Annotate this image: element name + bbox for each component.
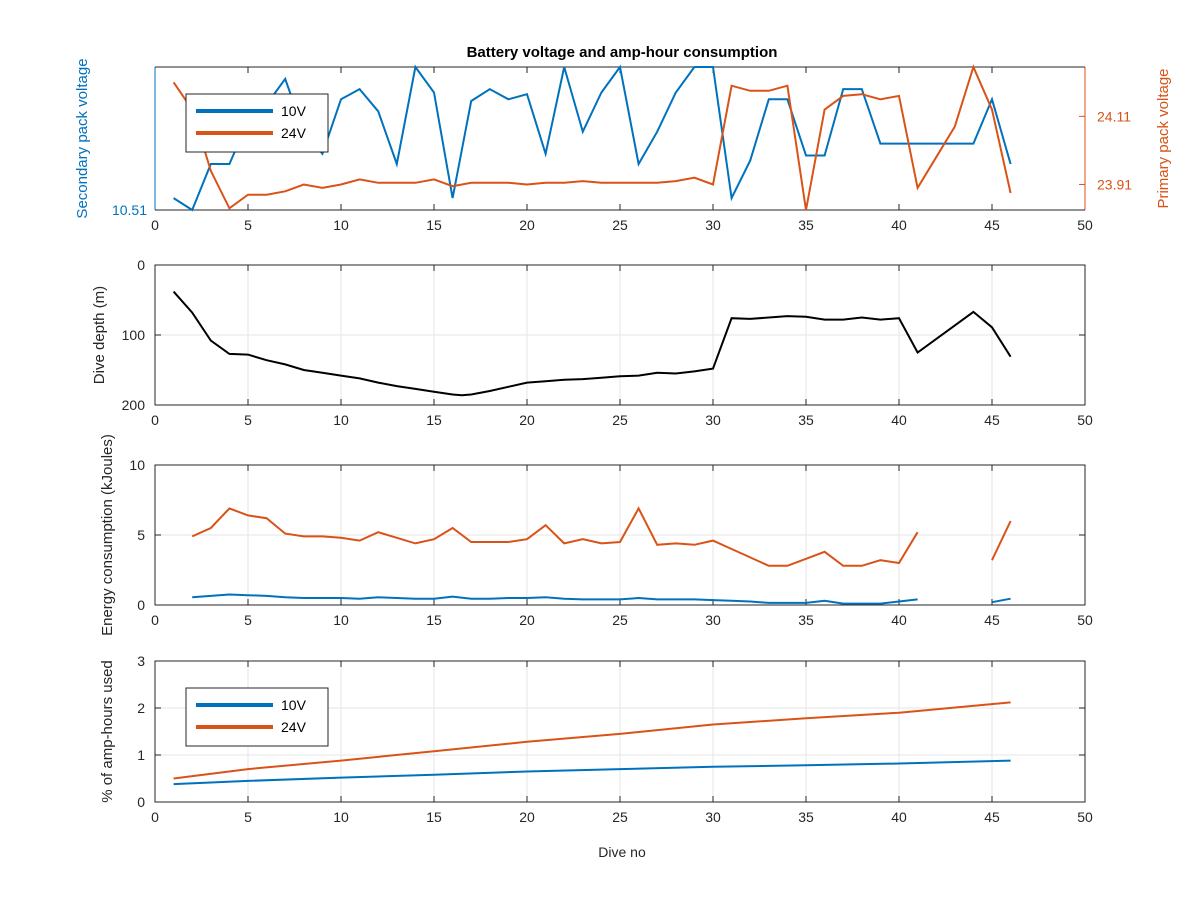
depth-xtick-label: 25	[612, 412, 628, 428]
energy-xtick-label: 30	[705, 612, 721, 628]
amphours-ytick-label: 1	[137, 747, 145, 763]
energy-series-blue-seg0	[192, 593, 918, 605]
amphours-series-24V	[173, 701, 1011, 780]
voltage-legend-label-10V: 10V	[281, 103, 307, 119]
voltage-ylabel-left: Secondary pack voltage	[74, 58, 91, 218]
depth-series-black	[172, 290, 1012, 397]
voltage-ylabel-right: Primary pack voltage	[1155, 68, 1172, 208]
depth-panel	[154, 264, 1086, 406]
amphours-xtick-label: 15	[426, 809, 442, 825]
amphours-axes-box	[154, 660, 1086, 803]
voltage-ytick-right-label: 24.11	[1097, 108, 1131, 124]
depth-xtick-label: 40	[891, 412, 907, 428]
energy-ytick-label: 0	[137, 597, 145, 613]
voltage-legend-label-24V: 24V	[281, 125, 307, 141]
energy-xtick-label: 5	[244, 612, 252, 628]
depth-ylabel: Dive depth (m)	[91, 286, 108, 384]
energy-xtick-label: 50	[1077, 612, 1093, 628]
voltage-series-24V	[172, 64, 1012, 211]
charts-group: 0 5 10 15 20 25 30 35 40 45 5010.5123.9124.11Secon…	[74, 58, 1172, 825]
energy-xtick-label: 10	[333, 612, 349, 628]
voltage-xtick-label: 50	[1077, 217, 1093, 233]
energy-xtick-label: 45	[984, 612, 1000, 628]
voltage-xtick-label: 25	[612, 217, 628, 233]
amphours-xtick-label: 10	[333, 809, 349, 825]
amphours-panel	[154, 660, 1086, 803]
voltage-xtick-label: 10	[333, 217, 349, 233]
amphours-xtick-label: 25	[612, 809, 628, 825]
depth-xtick-label: 5	[244, 412, 252, 428]
depth-ytick-label: 100	[122, 327, 146, 343]
voltage-xtick-label: 20	[519, 217, 535, 233]
voltage-xtick-label: 0	[151, 217, 159, 233]
voltage-legend-box	[185, 93, 329, 153]
depth-xtick-label: 15	[426, 412, 442, 428]
amphours-legend-label-24V: 24V	[281, 719, 307, 735]
depth-ytick-label: 0	[137, 257, 145, 273]
amphours-legend-label-10V: 10V	[281, 697, 307, 713]
voltage-xtick-label: 5	[244, 217, 252, 233]
voltage-xtick-label: 35	[798, 217, 814, 233]
energy-axes-box	[154, 464, 1086, 606]
energy-xtick-label: 35	[798, 612, 814, 628]
figure-title: Battery voltage and amp-hour consumption	[467, 44, 778, 61]
amphours-ytick-label: 0	[137, 794, 145, 810]
amphours-legend-box	[185, 687, 329, 747]
depth-xtick-label: 50	[1077, 412, 1093, 428]
voltage-ytick-left-label: 10.51	[112, 202, 147, 218]
energy-xtick-label: 15	[426, 612, 442, 628]
depth-ytick-label: 200	[122, 397, 146, 413]
energy-ytick-label: 5	[137, 527, 145, 543]
amphours-xtick-label: 30	[705, 809, 721, 825]
depth-xtick-label: 35	[798, 412, 814, 428]
energy-xtick-label: 25	[612, 612, 628, 628]
depth-xtick-label: 0	[151, 412, 159, 428]
voltage-xtick-label: 40	[891, 217, 907, 233]
energy-series-blue-seg1	[991, 597, 1011, 604]
voltage-ytick-right-label: 23.91	[1097, 176, 1132, 192]
voltage-xtick-label: 30	[705, 217, 721, 233]
energy-xtick-label: 0	[151, 612, 159, 628]
amphours-xtick-label: 20	[519, 809, 535, 825]
depth-xtick-label: 30	[705, 412, 721, 428]
energy-panel	[154, 464, 1086, 606]
amphours-xtick-label: 40	[891, 809, 907, 825]
amphours-series-10V	[173, 759, 1011, 786]
x-axis-label: Dive no	[598, 844, 646, 860]
amphours-xtick-label: 5	[244, 809, 252, 825]
voltage-xtick-label: 15	[426, 217, 442, 233]
depth-xtick-label: 10	[333, 412, 349, 428]
amphours-ytick-label: 3	[137, 653, 145, 669]
energy-ytick-label: 10	[129, 457, 145, 473]
voltage-xtick-label: 45	[984, 217, 1000, 233]
amphours-xtick-label: 50	[1077, 809, 1093, 825]
amphours-xtick-label: 0	[151, 809, 159, 825]
energy-xtick-label: 40	[891, 612, 907, 628]
depth-xtick-label: 20	[519, 412, 535, 428]
amphours-ylabel: % of amp-hours used	[99, 660, 116, 803]
depth-xtick-label: 45	[984, 412, 1000, 428]
energy-series-orange-seg0	[191, 506, 919, 567]
energy-xtick-label: 20	[519, 612, 535, 628]
energy-series-orange-seg1	[991, 520, 1012, 561]
amphours-xtick-label: 35	[798, 809, 814, 825]
amphours-xtick-label: 45	[984, 809, 1000, 825]
energy-ylabel: Energy consumption (kJoules)	[99, 434, 116, 636]
depth-axes-box	[154, 264, 1086, 406]
amphours-ytick-label: 2	[137, 700, 145, 716]
